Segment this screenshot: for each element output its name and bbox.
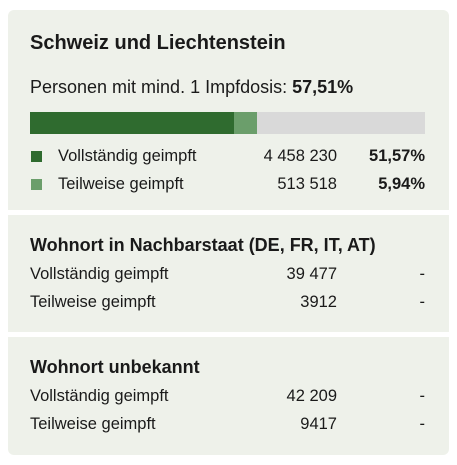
row-count: 42 209	[286, 387, 337, 405]
section: Wohnort unbekannt Vollständig geimpft 42 …	[8, 337, 449, 455]
legend: Vollständig geimpft 4 458 230 51,57% Teilwe…	[30, 142, 449, 198]
section-title: Schweiz und Liechtenstein	[30, 32, 286, 54]
legend-swatch	[31, 151, 42, 162]
rows: Vollständig geimpft 42 209- Teilweise geim…	[30, 382, 449, 438]
section: Schweiz und Liechtenstein Personen mit m…	[8, 10, 449, 210]
row: Vollständig geimpft 4 458 230 51,57%	[30, 142, 449, 170]
card: Schweiz und Liechtenstein Personen mit m…	[8, 10, 449, 455]
row-label: Vollständig geimpft	[30, 387, 169, 405]
row-label: Teilweise geimpft	[30, 415, 156, 433]
row-percent: -	[419, 387, 426, 405]
row-count: 3912	[300, 293, 337, 311]
row-percent: 5,94%	[378, 175, 425, 193]
row-count: 4 458 230	[263, 147, 337, 165]
section: Wohnort in Nachbarstaat (DE, FR, IT, AT)…	[8, 215, 449, 332]
summary-value: 57,51%	[292, 77, 354, 97]
row-percent: -	[419, 265, 426, 283]
row: Teilweise geimpft 3912 -	[30, 288, 449, 316]
bar-segment	[233, 112, 258, 134]
row-count: 39 477	[286, 265, 337, 283]
row: Vollständig geimpft 42 209 -	[30, 382, 449, 410]
bar-segment	[30, 112, 234, 134]
row: Vollständig geimpft 39 477 -	[30, 260, 449, 288]
summary-label: Personen mit mind. 1 Impfdosis:	[30, 77, 288, 97]
summary: Personen mit mind. 1 Impfdosis: 57,51%	[30, 77, 449, 98]
row-label: Teilweise geimpft	[30, 293, 156, 311]
row-count: 9417	[300, 415, 337, 433]
row-percent: 51,57%	[369, 147, 425, 165]
row-label: Teilweise geimpft	[58, 175, 184, 193]
row-label: Vollständig geimpft	[58, 147, 197, 165]
section-title: Wohnort unbekannt	[30, 357, 200, 377]
legend-swatch	[31, 179, 42, 190]
row-label: Vollständig geimpft	[30, 265, 169, 283]
section-title: Wohnort in Nachbarstaat (DE, FR, IT, AT)	[30, 235, 376, 255]
row-percent: -	[419, 293, 426, 311]
rows: Vollständig geimpft 39 477- Teilweise geim…	[30, 260, 449, 316]
progress-bar	[30, 112, 425, 134]
row-count: 513 518	[277, 175, 337, 193]
row-percent: -	[419, 415, 426, 433]
row: Teilweise geimpft 9417 -	[30, 410, 449, 438]
row: Teilweise geimpft 513 518 5,94%	[30, 170, 449, 198]
